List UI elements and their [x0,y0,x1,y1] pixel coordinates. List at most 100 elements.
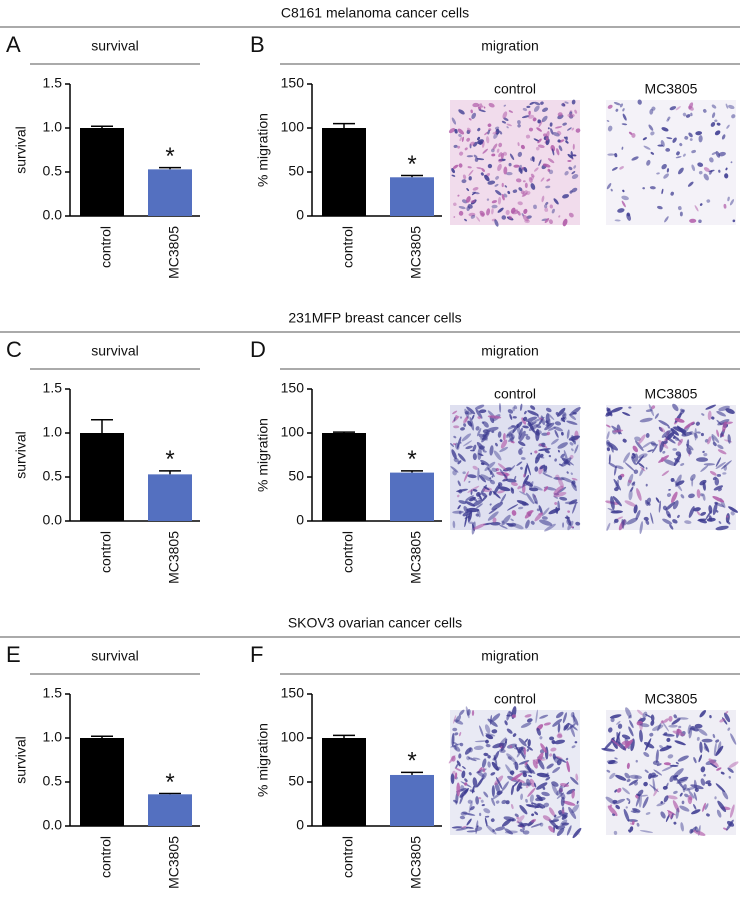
cell [645,812,651,815]
y-axis-label: % migration [255,113,271,187]
cell [562,712,567,724]
cell [730,511,735,516]
cell [453,719,464,725]
cell [457,453,466,462]
cell [674,480,683,492]
cell [537,138,542,144]
cell [645,433,650,438]
cell [628,726,634,737]
micrograph [448,706,582,839]
cell [638,462,645,468]
cell [480,459,490,466]
cell [462,471,466,475]
cell [562,194,570,199]
cell [663,718,669,723]
cell [532,759,538,769]
cell [665,501,676,511]
cell [622,108,625,112]
cell [626,762,630,770]
cell [559,783,570,787]
cell [700,432,704,437]
cell [621,146,624,150]
cell [690,784,704,790]
cell [499,524,508,529]
panel-letter: D [250,337,266,362]
cell [608,454,611,464]
cell [709,157,714,163]
cell [661,164,667,170]
cell [458,210,464,216]
chart-title: survival [91,38,138,54]
cell [518,786,523,789]
cell [547,158,555,164]
cell [642,137,647,141]
cell [525,798,528,803]
cell [467,474,477,479]
cell [679,805,690,812]
cell [684,520,692,525]
cell [518,746,524,752]
cell [688,727,693,739]
cell [536,508,540,512]
cell [525,519,530,529]
cell [504,830,518,834]
cell [632,445,639,453]
cell [529,487,539,492]
cell [475,408,483,419]
cell [614,465,617,476]
cell [631,132,636,138]
cell [629,774,643,780]
cell [684,421,695,429]
cell [722,472,727,475]
cell [549,753,553,757]
cell [719,718,726,723]
cell [714,796,717,800]
cell [698,170,703,175]
cell [509,413,513,420]
cell [690,474,696,481]
cell [475,513,479,517]
cell [711,416,715,420]
cell [472,757,481,760]
cell [462,766,466,770]
cell [688,796,693,801]
cell [639,830,653,833]
cell [677,755,689,762]
y-tick-label: 100 [281,729,305,745]
cell [498,158,503,163]
cell [519,403,523,411]
cell [555,411,559,416]
cell [615,479,620,489]
x-tick-label: control [98,531,114,573]
cell [675,106,681,111]
cell [553,198,559,205]
cell [468,800,473,813]
cell [472,444,477,452]
cell [571,526,574,529]
cell [632,808,641,813]
cell [614,153,618,158]
cell [626,778,631,783]
cell [456,782,461,797]
cell [495,175,499,180]
cell [659,427,666,433]
cell [482,767,486,773]
cell [716,474,722,477]
cell [687,181,694,187]
cell [548,819,558,828]
cell [478,475,487,483]
cell [563,722,570,731]
cell [718,405,730,412]
cell [643,516,649,521]
cell [513,164,520,168]
cell [535,709,538,724]
cell [558,810,563,814]
cell [466,830,478,833]
cell [695,421,700,426]
cell [635,759,638,763]
cell [537,803,546,809]
cell [484,817,488,827]
cell [693,507,701,512]
cell [517,201,523,206]
cell [513,475,517,481]
